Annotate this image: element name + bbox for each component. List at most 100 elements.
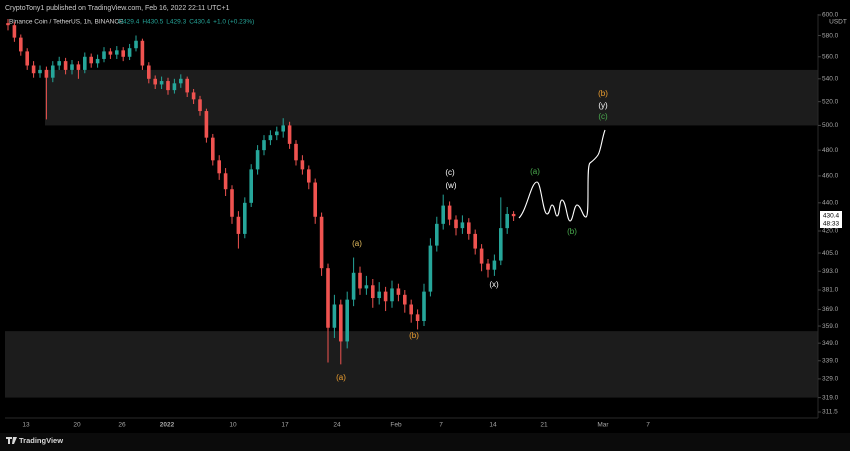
candle-body [396,288,401,295]
candle-body [409,304,413,315]
y-tick-label: 560.0 [822,54,839,61]
candle-body [172,83,177,91]
candle-body [499,228,503,261]
candle-body [166,81,170,91]
y-tick-label: 405.0 [822,250,839,257]
ohlc-legend: O429.4 H430.5 L429.3 C430.4 +1.0 (+0.23%) [118,19,254,26]
legend-value: H430.5 [142,19,163,26]
y-tick-label: 580.0 [822,32,839,39]
candle-body [211,137,215,161]
last-price-box [820,211,842,228]
legend-value: O429.4 [118,19,140,26]
candle-body [454,219,458,229]
candle-body [243,202,247,234]
x-tick-label: 13 [22,422,30,429]
candle-body [153,78,157,85]
candle-body [287,125,292,144]
candle-body [147,65,151,79]
y-tick-label: 500.0 [822,122,839,129]
brand-logo [6,437,17,444]
last-price: 430.4 [823,213,840,220]
wave-labels: (a) (a) (b) (c) (w) (x) (a) (b) (b) (y) (c) [336,89,608,382]
y-tick-label: 359.0 [822,323,839,330]
zone [5,331,818,398]
wave-label: (b) [567,227,577,236]
candle-body [198,99,202,112]
candle-body [486,263,490,270]
candle-body [268,135,273,141]
candle-body [441,205,445,224]
legend-value: L429.3 [166,19,186,26]
candle-body [294,143,298,161]
x-tick-label: 10 [229,422,237,429]
candle-body [358,272,362,289]
candle-body [25,51,29,66]
candle-body [319,216,324,269]
wave-label: (b) [598,89,608,98]
y-tick-label: 440.0 [822,200,839,207]
x-tick-label: 20 [73,422,81,429]
y-tick-label: 480.0 [822,147,839,154]
y-tick-label: 349.0 [822,340,839,347]
legend-value: +1.0 (+0.23%) [213,19,254,26]
candle-body [511,213,516,217]
candle-body [326,268,330,328]
y-tick-label: 329.0 [822,376,839,383]
candle-body [415,314,420,322]
y-tick-label: 600.0 [822,12,839,19]
candle-body [83,56,87,70]
y-tick-label: 420.0 [822,228,839,235]
currency: USDT [829,19,847,26]
candle-body [313,182,317,217]
x-tick-label: 7 [439,422,443,429]
candle-body [38,69,42,74]
wave-label: (a) [336,373,346,382]
candle-body [351,272,356,300]
countdown: 48:33 [823,221,840,228]
candle-body [275,131,279,136]
candle-body [127,48,132,57]
candle-body [447,205,452,220]
wave-label: (c) [598,112,608,121]
candle-body [185,78,189,93]
candle-body [236,216,241,234]
candle-body [428,245,433,292]
candle-body [223,173,228,190]
candle-body [377,291,381,299]
candle-body [12,25,17,38]
wave-label: (a) [530,167,540,176]
candle-body [159,81,164,85]
candle-body [479,248,484,264]
wave-label: (x) [489,280,499,289]
y-tick-label: 319.0 [822,394,839,401]
candle-body [63,61,68,70]
y-tick-label: 339.0 [822,357,839,364]
y-tick-label: 393.0 [822,268,839,275]
x-tick-label: 14 [489,422,497,429]
y-tick-label: 460.0 [822,173,839,180]
candle-body [89,56,93,64]
wave-label: (a) [352,239,362,248]
candle-body [204,111,209,138]
candle-body [364,285,369,289]
candle-body [281,125,285,132]
candle-body [262,140,266,151]
brand: TradingView [19,436,63,445]
candle-body [403,294,407,305]
candle-body [492,260,497,270]
candle-body [383,291,388,302]
candle-body [422,291,426,322]
x-tick-label: 2022 [160,422,175,429]
candle-body [115,50,119,55]
candle-body [467,222,471,234]
candles [6,19,516,365]
candle-body [390,288,394,302]
candle-body [51,65,55,78]
candle-body [473,233,477,249]
candle-body [179,78,183,84]
candle-body [134,40,138,49]
candle-body [217,160,221,174]
candle-body [332,304,337,328]
candle-body [44,69,49,78]
